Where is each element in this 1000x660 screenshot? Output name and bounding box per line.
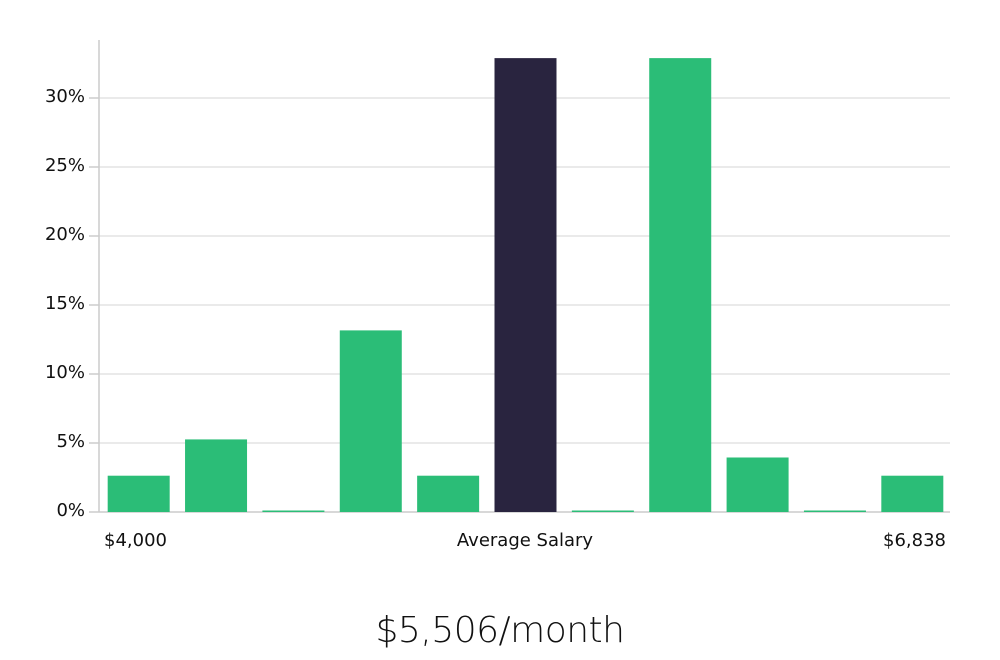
y-tick-label: 25% xyxy=(44,155,85,176)
histogram-bar xyxy=(726,457,789,512)
x-axis-min-label: $4,000 xyxy=(104,530,167,551)
y-tick-label: 15% xyxy=(44,293,85,314)
histogram-bar xyxy=(339,330,402,512)
y-tick-label: 20% xyxy=(44,224,85,245)
histogram-bar xyxy=(185,439,248,512)
x-axis-title: Average Salary xyxy=(456,530,594,551)
histogram-bar xyxy=(107,475,170,512)
y-tick-label: 0% xyxy=(56,500,85,521)
histogram-bar xyxy=(417,475,480,512)
y-tick-label: 10% xyxy=(44,362,85,383)
histogram-bar xyxy=(881,475,944,512)
x-axis-max-label: $6,838 xyxy=(883,530,946,551)
y-tick-label: 30% xyxy=(44,86,85,107)
salary-histogram xyxy=(89,40,950,513)
highlighted-bar xyxy=(494,58,557,512)
histogram-bar xyxy=(262,510,325,512)
histogram-bar xyxy=(803,510,866,512)
y-tick-label: 5% xyxy=(56,431,85,452)
histogram-bar xyxy=(649,58,712,512)
histogram-bar xyxy=(571,510,634,512)
average-salary-summary: $5,506/month xyxy=(375,610,625,651)
